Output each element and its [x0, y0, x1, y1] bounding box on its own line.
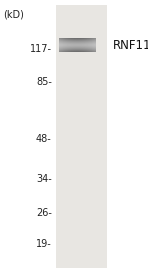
Text: 48-: 48-: [36, 134, 52, 144]
Text: 26-: 26-: [36, 208, 52, 218]
Text: 117-: 117-: [30, 44, 52, 54]
Text: 19-: 19-: [36, 239, 52, 249]
Text: 34-: 34-: [36, 174, 52, 184]
Text: 85-: 85-: [36, 77, 52, 87]
Text: RNF111: RNF111: [112, 38, 148, 52]
Bar: [56, 5, 107, 268]
Text: (kD): (kD): [3, 10, 24, 20]
